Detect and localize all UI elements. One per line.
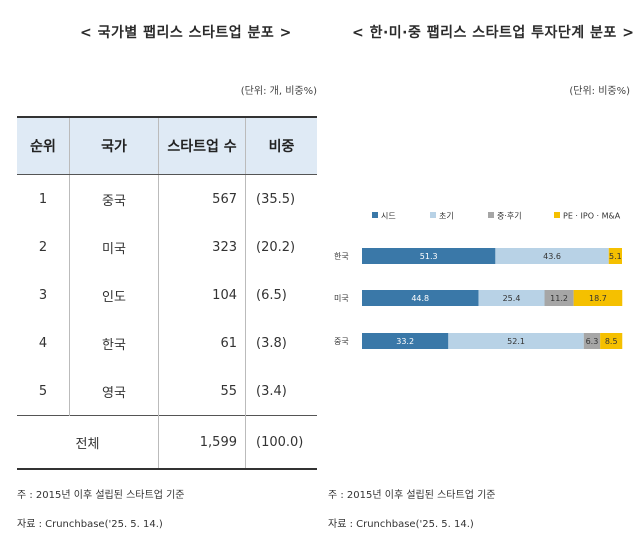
country-cell: 중국: [69, 174, 159, 223]
left-unit-label: (단위: 개, 비중%): [240, 86, 317, 97]
legend-label: PE · IPO · M&A: [563, 212, 621, 221]
rank-cell: 1: [38, 191, 48, 207]
rank-cell: 2: [38, 239, 48, 255]
share-cell: (20.2): [245, 223, 317, 271]
legend-swatch: [430, 212, 436, 218]
legend-item: PE · IPO · M&A: [554, 212, 621, 221]
legend-label: 초기: [439, 212, 454, 221]
table-row: 2 미국 323 (20.2): [17, 223, 317, 271]
header-share: 비중: [245, 116, 317, 175]
rank-cell: 3: [38, 287, 48, 303]
header-country: 국가: [69, 116, 159, 175]
data-label: 5.1: [609, 252, 622, 261]
data-label: 44.8: [411, 294, 429, 303]
count-cell: 55: [158, 367, 246, 416]
bar-segment: [573, 290, 623, 306]
country-cell: 인도: [69, 271, 159, 319]
data-label: 51.3: [420, 252, 438, 261]
header-count: 스타트업 수: [158, 116, 246, 175]
legend-swatch: [554, 212, 560, 218]
rank-cell: 4: [38, 335, 48, 351]
bar-segment: [478, 290, 545, 306]
count-cell: 323: [158, 223, 246, 271]
rank-cell: 5: [38, 383, 48, 399]
count-cell: 567: [158, 174, 246, 223]
table-header-row: 순위 국가 스타트업 수 비중: [17, 116, 317, 175]
share-cell: (3.8): [245, 319, 317, 367]
bar-segment: [495, 248, 609, 264]
right-source: 자료 : Crunchbase('25. 5. 14.): [328, 519, 474, 530]
data-label: 8.5: [605, 337, 618, 346]
count-cell: 61: [158, 319, 246, 367]
category-label: 미국: [334, 294, 349, 303]
count-cell: 104: [158, 271, 246, 319]
total-count-cell: 1,599: [158, 415, 246, 470]
share-cell: (3.4): [245, 367, 317, 416]
bar-segment: [583, 333, 601, 349]
bar-segment: [544, 290, 574, 306]
share-cell: (6.5): [245, 271, 317, 319]
table-total-row: 전체 1,599 (100.0): [17, 415, 317, 470]
right-chart-title: < 한·미·중 팹리스 스타트업 투자단계 분포 >: [352, 25, 635, 41]
bar-segment: [362, 290, 479, 306]
investment-stage-bar-chart: 시드 초기 중·후기 PE · IPO · M&A 한국 51.3 43.6 5.1 미국 44.…: [334, 212, 623, 349]
table-row: 1 중국 567 (35.5): [17, 174, 317, 223]
country-cell: 미국: [69, 223, 159, 271]
share-cell: (35.5): [245, 174, 317, 223]
data-label: 33.2: [396, 337, 414, 346]
left-source: 자료 : Crunchbase('25. 5. 14.): [17, 519, 163, 530]
category-label: 중국: [334, 337, 349, 346]
left-footnote: 주 : 2015년 이후 설립된 스타트업 기준: [17, 490, 185, 501]
bar-segment: [362, 248, 496, 264]
data-label: 11.2: [550, 294, 568, 303]
left-chart-title: < 국가별 팹리스 스타트업 분포 >: [80, 25, 292, 41]
legend-swatch: [488, 212, 494, 218]
data-label: 6.3: [586, 337, 599, 346]
legend-label: 중·후기: [497, 212, 522, 221]
table-row: 5 영국 55 (3.4): [17, 367, 317, 416]
legend-item: 초기: [430, 212, 454, 221]
data-label: 25.4: [503, 294, 521, 303]
legend-item: 중·후기: [488, 212, 522, 221]
table-row: 4 한국 61 (3.8): [17, 319, 317, 367]
data-label: 52.1: [507, 337, 525, 346]
legend-item: 시드: [372, 212, 396, 221]
category-label: 한국: [334, 252, 349, 261]
total-label-cell: 전체: [17, 415, 159, 470]
country-ranking-table: 순위 국가 스타트업 수 비중 1 중국 567 (35.5) 2 미국 323…: [17, 116, 317, 470]
right-footnote: 주 : 2015년 이후 설립된 스타트업 기준: [328, 490, 496, 501]
bar-segment: [362, 333, 449, 349]
table-row: 3 인도 104 (6.5): [17, 271, 317, 319]
country-cell: 영국: [69, 367, 159, 416]
right-unit-label: (단위: 비중%): [569, 86, 630, 97]
country-cell: 한국: [69, 319, 159, 367]
bar-segment: [600, 333, 623, 349]
legend-swatch: [372, 212, 378, 218]
bar-segment: [448, 333, 584, 349]
data-label: 43.6: [543, 252, 561, 261]
data-label: 18.7: [589, 294, 607, 303]
legend-label: 시드: [381, 212, 396, 221]
total-share-cell: (100.0): [245, 415, 317, 470]
header-rank: 순위: [17, 116, 70, 175]
bar-segment: [608, 248, 622, 264]
